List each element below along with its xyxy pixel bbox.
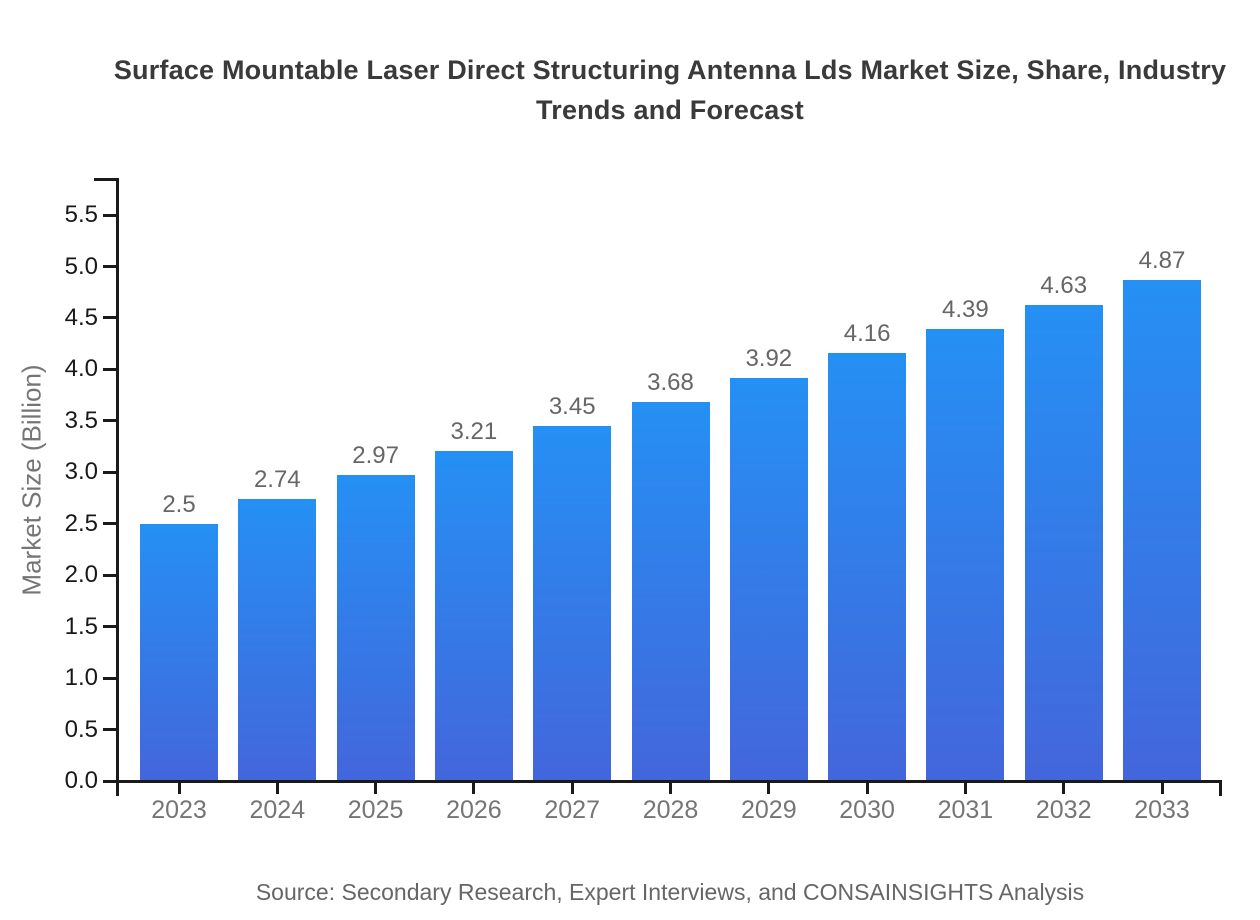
- bar-2027: [533, 425, 612, 781]
- y-tick-label: 5.0: [64, 252, 98, 280]
- y-tick: [103, 625, 116, 629]
- y-tick-label: 1.5: [64, 612, 98, 640]
- x-axis-spine: [116, 780, 1222, 783]
- y-axis-spine: [116, 178, 119, 783]
- y-tick-label: 5.5: [64, 201, 98, 229]
- y-tick: [103, 367, 116, 371]
- x-axis-label-2030: 2030: [839, 796, 895, 824]
- x-tick: [1062, 783, 1066, 794]
- bar-2032: [1024, 304, 1103, 781]
- y-tick-label: 2.0: [64, 561, 98, 589]
- bar-2033: [1123, 279, 1201, 781]
- x-tick: [767, 783, 771, 794]
- y-tick: [103, 522, 116, 526]
- y-tick-label: 4.0: [64, 355, 98, 383]
- x-tick: [865, 783, 869, 794]
- y-tick-label: 0.0: [64, 767, 98, 794]
- y-axis-end-tick: [94, 178, 116, 181]
- bar-value-label-2026: 3.21: [450, 417, 498, 445]
- bar-2029: [729, 377, 808, 781]
- bar-2031: [926, 329, 1005, 781]
- x-axis-left-end-tick: [116, 780, 119, 796]
- y-tick: [103, 316, 116, 320]
- x-tick: [472, 783, 476, 794]
- y-tick-label: 1.0: [64, 664, 98, 692]
- y-tick-label: 3.0: [64, 458, 98, 486]
- y-tick-label: 0.5: [64, 715, 98, 743]
- x-axis-label-2024: 2024: [249, 796, 306, 824]
- y-tick-label: 3.5: [64, 406, 98, 434]
- bar-value-label-2029: 3.92: [745, 344, 793, 372]
- y-tick: [103, 265, 116, 268]
- x-tick: [177, 783, 181, 794]
- y-tick: [103, 213, 116, 217]
- y-tick: [103, 470, 116, 474]
- bar-2025: [336, 475, 415, 781]
- y-tick: [103, 779, 116, 783]
- y-tick: [103, 728, 116, 732]
- bar-value-label-2031: 4.39: [942, 296, 989, 324]
- bar-2028: [631, 402, 710, 781]
- bar-2023: [140, 523, 218, 781]
- x-tick: [374, 783, 378, 794]
- bar-value-label-2030: 4.16: [843, 319, 891, 347]
- bar-value-label-2024: 2.74: [253, 466, 301, 494]
- y-tick: [103, 573, 116, 577]
- bar-2024: [238, 499, 317, 781]
- y-tick: [103, 676, 116, 680]
- bar-2026: [434, 450, 513, 781]
- x-axis-label-2025: 2025: [347, 796, 404, 824]
- x-axis-label-2033: 2033: [1134, 796, 1190, 824]
- chart-title: Surface Mountable Laser Direct Structuri…: [113, 55, 1227, 125]
- x-tick: [1160, 783, 1164, 794]
- y-tick-label: 2.5: [64, 509, 98, 537]
- x-tick: [963, 783, 967, 794]
- y-tick-label: 4.5: [64, 303, 98, 331]
- x-axis-label-2026: 2026: [446, 796, 502, 824]
- x-axis-label-2027: 2027: [544, 796, 600, 824]
- source-note: Source: Secondary Research, Expert Inter…: [255, 879, 1085, 905]
- bar-value-label-2023: 2.5: [162, 490, 196, 518]
- bar-2030: [828, 352, 907, 781]
- x-axis-label-2029: 2029: [740, 796, 797, 824]
- bar-value-label-2033: 4.87: [1138, 246, 1186, 274]
- x-tick: [669, 783, 672, 794]
- x-axis-label-2023: 2023: [151, 796, 207, 824]
- x-tick: [275, 783, 279, 794]
- bar-value-label-2027: 3.45: [548, 392, 596, 420]
- x-tick: [570, 783, 574, 794]
- x-axis-label-2031: 2031: [937, 796, 994, 824]
- x-axis-label-2032: 2032: [1035, 796, 1092, 824]
- bar-value-label-2025: 2.97: [352, 442, 399, 470]
- y-tick: [103, 419, 116, 423]
- bar-value-label-2032: 4.63: [1040, 271, 1088, 299]
- x-axis-right-end-tick: [1219, 780, 1222, 796]
- x-axis-label-2028: 2028: [642, 796, 699, 824]
- bar-value-label-2028: 3.68: [647, 369, 694, 397]
